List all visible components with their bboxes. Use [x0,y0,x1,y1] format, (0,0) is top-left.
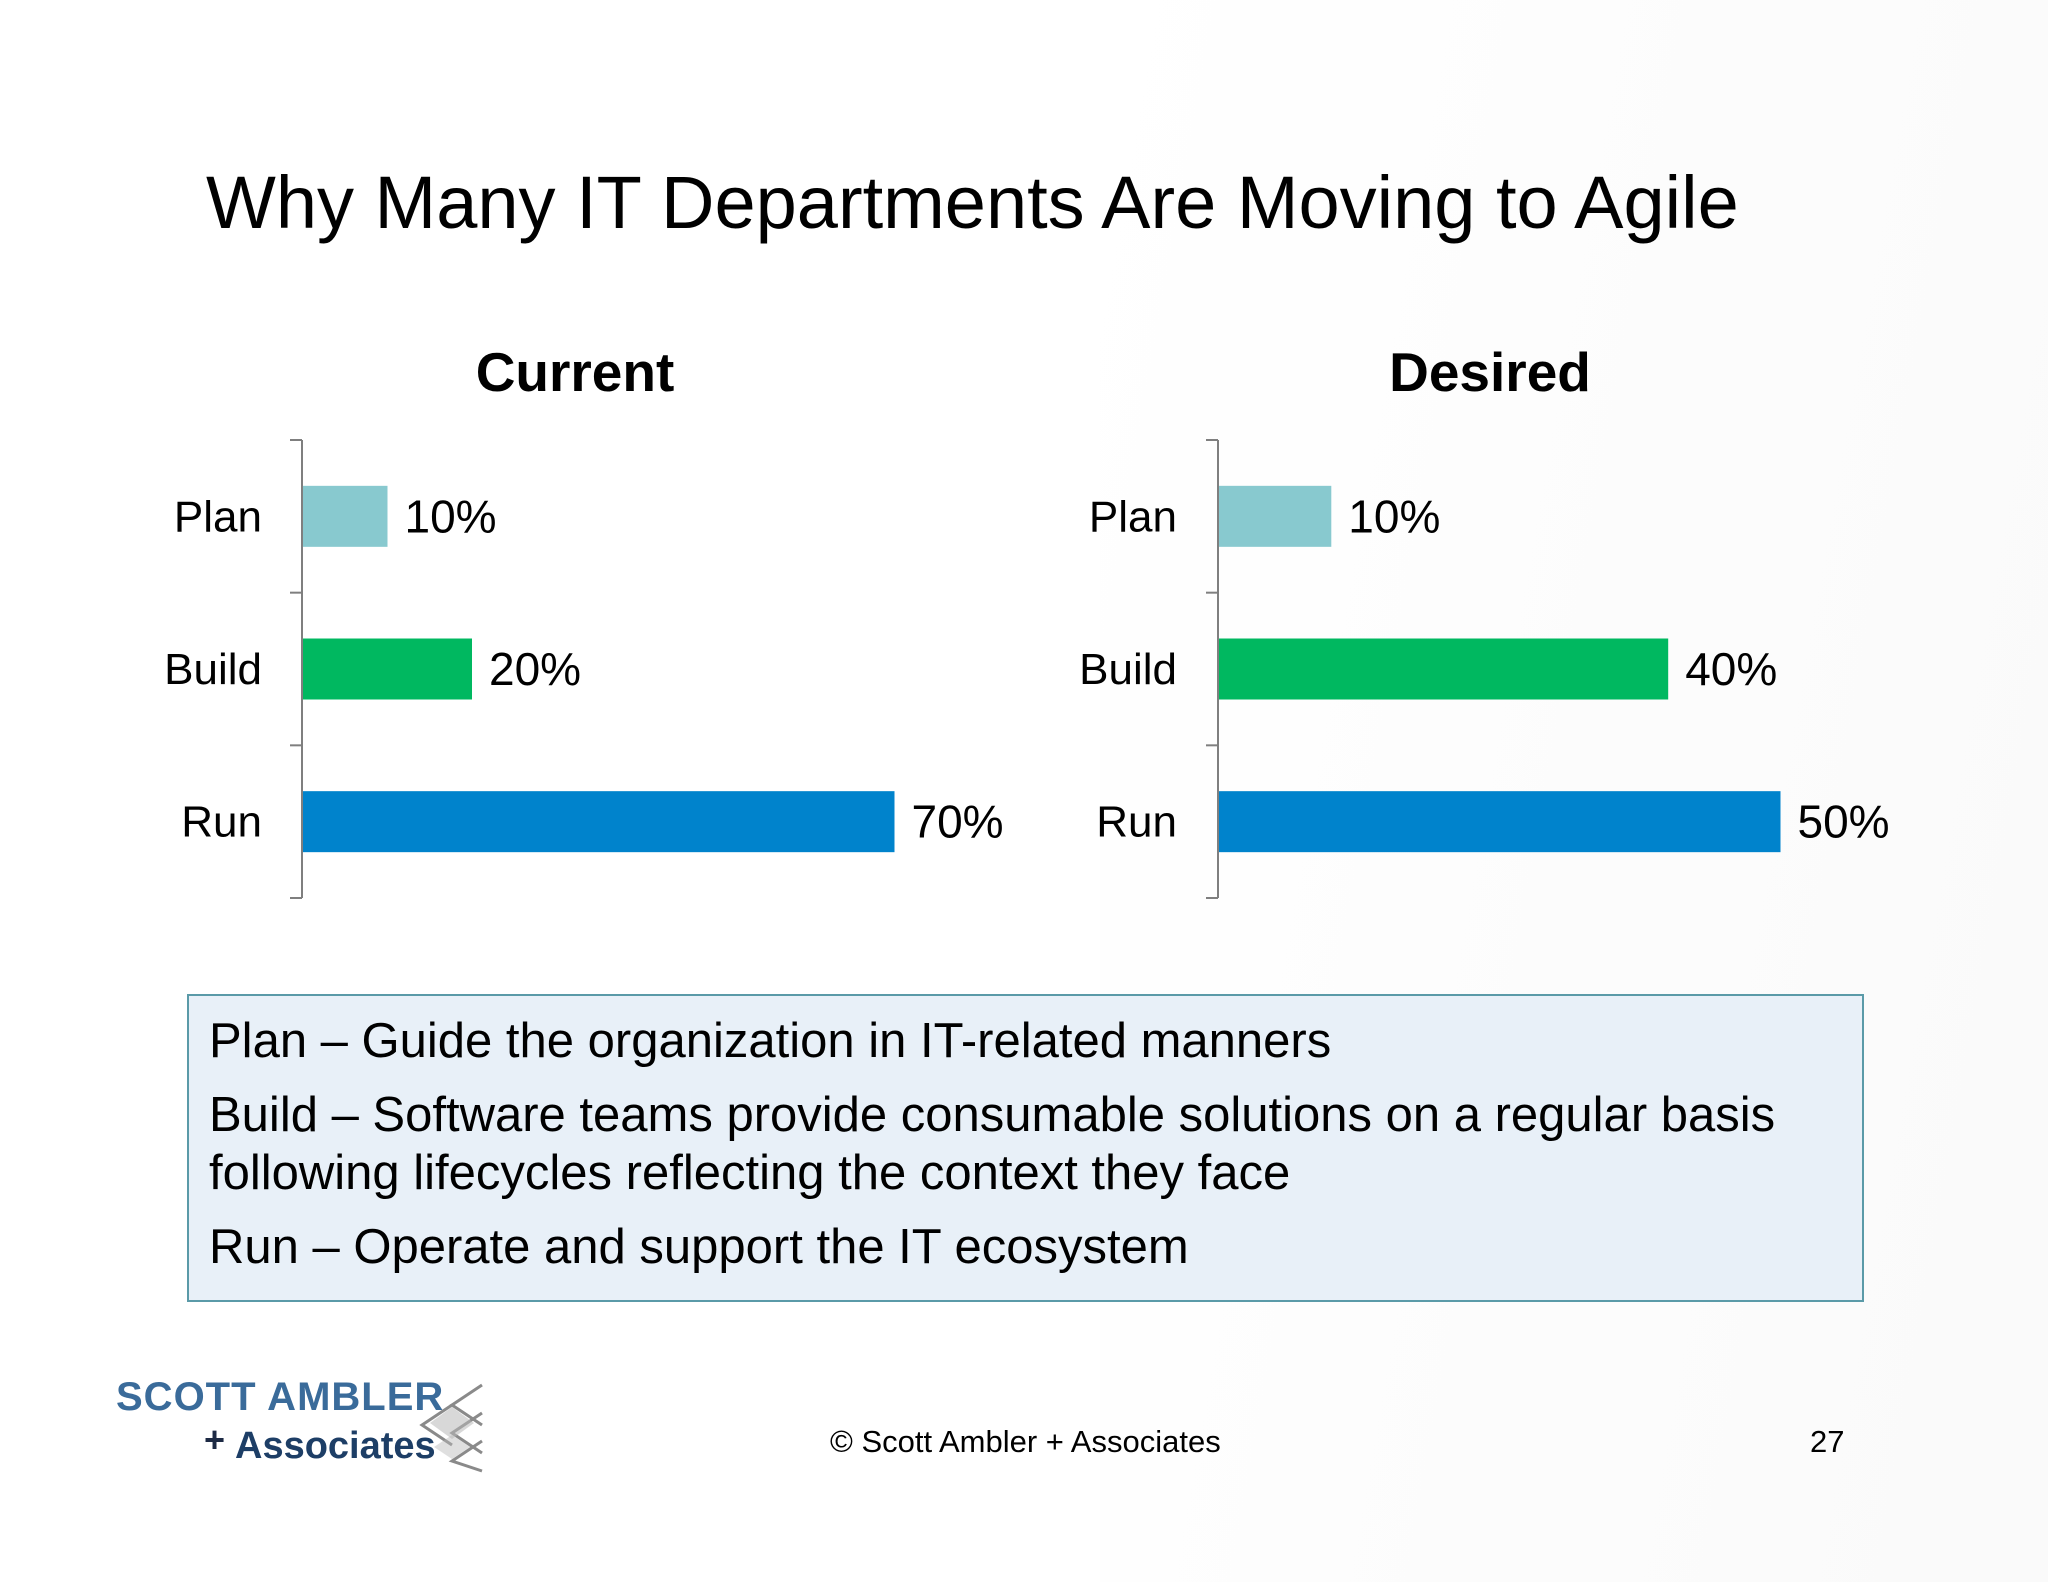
data-label-run: 70% [912,796,1004,848]
bar-build [303,638,472,700]
company-logo: SCOTT AMBLER + Associates [112,1375,492,1475]
logo-diamond-icon [419,1383,483,1473]
definition-plan: Plan – Guide the organization in IT-rela… [209,1014,1332,1068]
copyright-footer: © Scott Ambler + Associates [830,1424,1221,1459]
category-label-plan: Plan [174,492,262,541]
chart-title-current: Current [475,341,675,403]
bar-run [1219,791,1781,853]
bar-plan [1219,485,1332,547]
logo-line2: Associates [235,1425,436,1467]
data-label-build: 20% [489,643,581,695]
chart-title-desired: Desired [1389,341,1591,403]
logo-plus: + [204,1419,226,1460]
data-label-plan: 10% [1348,490,1440,542]
category-label-run: Run [1096,798,1177,847]
bar-build [1219,638,1669,700]
bar-run [303,791,895,853]
definitions-box: Plan – Guide the organization in IT-rela… [187,994,1864,1302]
category-label-build: Build [1079,645,1177,694]
data-label-build: 40% [1685,643,1777,695]
category-label-build: Build [164,645,262,694]
slide-title: Why Many IT Departments Are Moving to Ag… [206,161,1739,244]
definition-build: Build – Software teams provide consumabl… [209,1088,1776,1200]
logo-line1: SCOTT AMBLER [116,1375,445,1419]
bar-plan [303,485,388,547]
data-label-plan: 10% [405,490,497,542]
data-label-run: 50% [1798,796,1890,848]
page-number: 27 [1810,1424,1845,1459]
category-label-plan: Plan [1089,492,1177,541]
category-label-run: Run [181,798,262,847]
definition-run: Run – Operate and support the IT ecosyst… [209,1220,1189,1274]
